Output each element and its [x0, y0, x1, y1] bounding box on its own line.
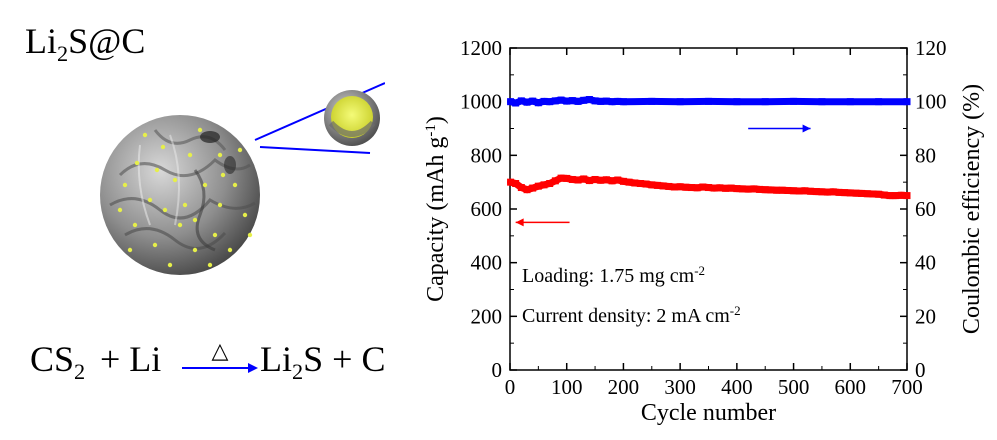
coulombic-point: [847, 98, 854, 105]
y-left-tick-label: 400: [471, 251, 503, 275]
figure: Li2S@C: [0, 0, 997, 440]
x-tick-label: 100: [551, 375, 583, 399]
y-right-tick-label: 20: [915, 304, 936, 328]
capacity-point: [904, 192, 911, 199]
y-right-tick-label: 60: [915, 197, 936, 221]
x-axis-label: Cycle number: [641, 400, 776, 426]
y-left-tick-label: 0: [492, 358, 503, 382]
coulombic-point: [733, 98, 740, 105]
y-left-tick-label: 200: [471, 304, 503, 328]
y-right-axis-label: Coulombic efficiency (%): [959, 84, 985, 334]
annotation-sup: -2: [694, 263, 705, 278]
y-left-axis-label: Capacity (mAh g-1): [423, 116, 449, 302]
annotation-sup: -2: [730, 303, 741, 318]
coulombic-point: [762, 98, 769, 105]
y-left-axis-label-sup: -1: [423, 124, 439, 137]
y-right-tick-label: 40: [915, 251, 936, 275]
x-tick-label: 500: [778, 375, 810, 399]
y-left-axis-label-main: Capacity (mAh g: [423, 137, 449, 302]
coulombic-point: [620, 98, 627, 105]
y-left-tick-label: 600: [471, 197, 503, 221]
coulombic-point: [790, 98, 797, 105]
y-right-tick-label: 100: [915, 90, 947, 114]
x-tick-label: 600: [835, 375, 867, 399]
x-tick-label: 300: [664, 375, 696, 399]
coulombic-point: [818, 98, 825, 105]
x-tick-label: 400: [721, 375, 753, 399]
y-left-tick-label: 1000: [460, 90, 502, 114]
y-left-tick-label: 1200: [460, 36, 502, 60]
capacity-arrow-head: [516, 218, 524, 226]
coulombic-point: [904, 98, 911, 105]
coulombic-point: [648, 98, 655, 105]
y-left-axis-label-end: ): [423, 116, 449, 124]
x-tick-label: 0: [505, 375, 516, 399]
coulombic-point: [875, 98, 882, 105]
y-right-tick-label: 0: [915, 358, 926, 382]
annotation-main: Loading: 1.75 mg cm: [522, 265, 695, 287]
coulombic-point: [677, 98, 684, 105]
y-right-tick-label: 80: [915, 143, 936, 167]
coulombic-arrow-head: [803, 125, 811, 133]
annotation-text: Current density: 2 mA cm-2: [522, 303, 741, 328]
cycling-chart: 0 100 200 300 400 500 600 700020040060080010001…: [0, 0, 997, 440]
annotation-text: Loading: 1.75 mg cm-2: [522, 263, 705, 288]
y-left-tick-label: 800: [471, 143, 503, 167]
y-right-tick-label: 120: [915, 36, 947, 60]
coulombic-point: [705, 98, 712, 105]
x-tick-label: 200: [608, 375, 640, 399]
annotation-main: Current density: 2 mA cm: [522, 305, 730, 327]
